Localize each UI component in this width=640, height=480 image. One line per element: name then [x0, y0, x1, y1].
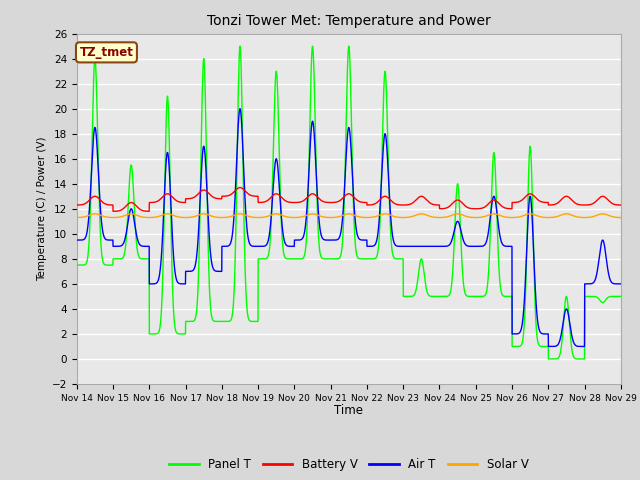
Title: Tonzi Tower Met: Temperature and Power: Tonzi Tower Met: Temperature and Power: [207, 14, 491, 28]
Battery V: [617, 202, 625, 208]
Solar V: [617, 215, 625, 220]
Solar V: [305, 212, 313, 217]
Solar V: [282, 214, 289, 219]
Line: Panel T: Panel T: [77, 46, 621, 359]
Solar V: [607, 213, 614, 219]
Legend: Panel T, Battery V, Air T, Solar V: Panel T, Battery V, Air T, Solar V: [164, 454, 533, 476]
Battery V: [109, 208, 117, 214]
Panel T: [607, 294, 614, 300]
Panel T: [135, 253, 143, 259]
Panel T: [305, 152, 313, 158]
Air T: [580, 344, 588, 349]
Panel T: [548, 356, 556, 362]
Air T: [167, 206, 175, 212]
Battery V: [168, 193, 175, 199]
Panel T: [236, 43, 244, 49]
Solar V: [91, 211, 99, 216]
Air T: [305, 164, 313, 169]
Air T: [617, 281, 625, 287]
Battery V: [282, 198, 290, 204]
Text: TZ_tmet: TZ_tmet: [79, 46, 133, 59]
Air T: [607, 277, 614, 283]
Panel T: [167, 229, 175, 235]
Line: Air T: Air T: [77, 108, 621, 347]
Battery V: [73, 202, 81, 208]
Air T: [73, 237, 81, 243]
Battery V: [305, 192, 313, 198]
Solar V: [135, 213, 143, 219]
Battery V: [236, 185, 244, 191]
Air T: [548, 344, 556, 349]
Air T: [135, 240, 143, 246]
X-axis label: Time: Time: [334, 404, 364, 417]
Solar V: [548, 215, 556, 220]
Battery V: [548, 202, 556, 208]
Solar V: [168, 212, 175, 217]
Panel T: [617, 294, 625, 300]
Line: Solar V: Solar V: [77, 214, 621, 217]
Battery V: [607, 199, 614, 205]
Air T: [236, 106, 244, 111]
Line: Battery V: Battery V: [77, 188, 621, 211]
Panel T: [580, 356, 588, 362]
Battery V: [135, 206, 143, 212]
Panel T: [73, 262, 81, 268]
Panel T: [282, 255, 289, 261]
Air T: [282, 241, 289, 247]
Y-axis label: Temperature (C) / Power (V): Temperature (C) / Power (V): [38, 136, 47, 281]
Solar V: [73, 215, 81, 220]
